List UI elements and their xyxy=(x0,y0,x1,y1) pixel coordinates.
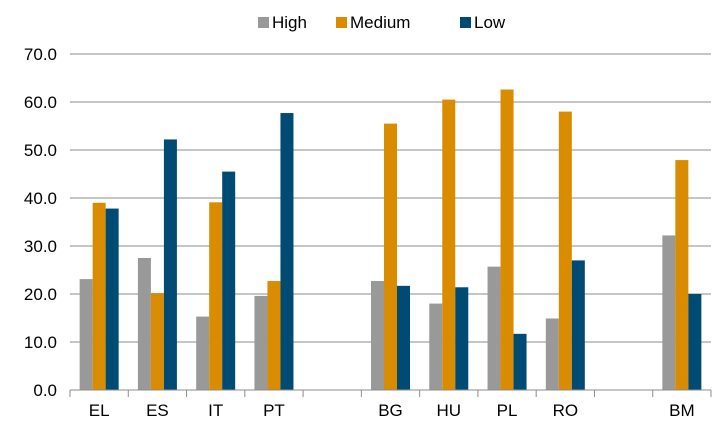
bar-high-bm xyxy=(662,235,676,390)
legend: High Medium Low xyxy=(258,13,506,32)
x-category-label: PT xyxy=(263,401,285,420)
bar-low-es xyxy=(163,139,177,390)
legend-swatch-low xyxy=(460,17,471,28)
y-tick-label: 70.0 xyxy=(24,45,57,64)
x-category-label: HU xyxy=(436,401,461,420)
bar-low-pl xyxy=(513,333,527,390)
y-tick-label: 60.0 xyxy=(24,93,57,112)
bar-low-el xyxy=(105,208,119,390)
x-axis xyxy=(69,389,712,397)
x-category-label: BG xyxy=(378,401,403,420)
bar-low-pt xyxy=(280,113,294,390)
bar-medium-hu xyxy=(442,99,456,390)
bar-medium-pt xyxy=(267,281,281,390)
bar-medium-it xyxy=(209,202,223,390)
bar-medium-es xyxy=(150,293,164,390)
y-tick-label: 40.0 xyxy=(24,189,57,208)
x-category-label: PL xyxy=(497,401,518,420)
y-tick-label: 0.0 xyxy=(33,381,57,400)
bar-medium-bm xyxy=(675,160,689,390)
bar-medium-el xyxy=(92,202,106,390)
bar-high-hu xyxy=(429,303,443,390)
bar-medium-ro xyxy=(558,111,572,390)
bar-medium-pl xyxy=(500,89,514,391)
bar-high-ro xyxy=(545,318,559,390)
y-tick-label: 30.0 xyxy=(24,237,57,256)
x-axis-labels: EL ES IT PT BG HU PL RO BM xyxy=(89,401,695,420)
x-category-label: IT xyxy=(208,401,223,420)
bar-high-bg xyxy=(371,281,384,390)
bar-high-pl xyxy=(487,266,501,390)
bar-high-pt xyxy=(254,295,268,390)
legend-swatch-high xyxy=(258,17,269,28)
legend-label-medium: Medium xyxy=(350,13,410,32)
bar-high-it xyxy=(196,316,210,390)
legend-label-low: Low xyxy=(474,13,506,32)
x-category-label: RO xyxy=(553,401,579,420)
bar-low-it xyxy=(222,171,236,390)
legend-swatch-medium xyxy=(336,17,347,28)
bar-low-bg xyxy=(397,285,410,390)
bars-group xyxy=(79,89,702,391)
y-tick-label: 20.0 xyxy=(24,285,57,304)
y-tick-label: 50.0 xyxy=(24,141,57,160)
bar-low-hu xyxy=(455,287,469,390)
bar-high-el xyxy=(79,279,93,390)
bar-high-es xyxy=(137,258,151,390)
bar-low-ro xyxy=(571,260,585,390)
x-category-label: BM xyxy=(669,401,695,420)
x-category-label: EL xyxy=(89,401,110,420)
bar-medium-bg xyxy=(384,123,397,390)
bar-low-bm xyxy=(688,294,702,390)
y-axis-ticks: 0.0 10.0 20.0 30.0 40.0 50.0 60.0 70.0 xyxy=(24,45,57,400)
y-tick-label: 10.0 xyxy=(24,333,57,352)
legend-label-high: High xyxy=(272,13,307,32)
x-category-label: ES xyxy=(146,401,169,420)
